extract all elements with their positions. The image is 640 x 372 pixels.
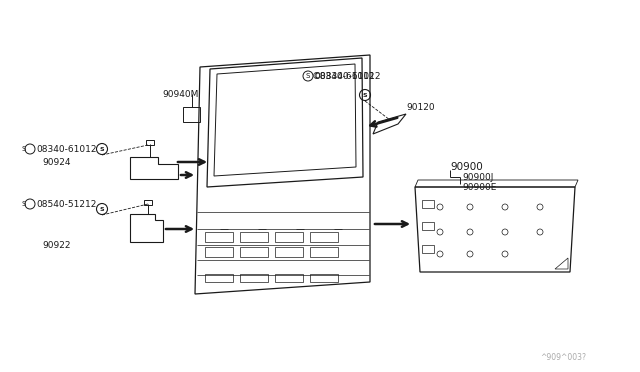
Text: 08340-61012: 08340-61012 — [314, 71, 374, 80]
Text: S: S — [363, 93, 367, 97]
Text: 08540-51212: 08540-51212 — [36, 199, 97, 208]
Text: S: S — [100, 206, 104, 212]
Bar — [205, 247, 233, 257]
Text: S: S — [306, 73, 310, 79]
Text: 90922: 90922 — [42, 241, 70, 250]
Text: 90900E: 90900E — [462, 183, 497, 192]
Bar — [275, 232, 303, 242]
Text: S: S — [22, 201, 26, 207]
Bar — [275, 247, 303, 257]
Text: S: S — [22, 146, 26, 152]
Text: ^909^003?: ^909^003? — [540, 353, 586, 362]
Bar — [144, 200, 152, 205]
Bar — [240, 247, 268, 257]
Bar — [310, 247, 338, 257]
Bar — [422, 222, 434, 230]
Text: 90924: 90924 — [42, 157, 70, 167]
Bar — [275, 274, 303, 282]
Bar — [240, 232, 268, 242]
Text: 90120: 90120 — [406, 103, 435, 112]
Text: 90900: 90900 — [450, 162, 483, 172]
Text: 08340-61012: 08340-61012 — [36, 144, 97, 154]
Bar — [310, 274, 338, 282]
Bar — [240, 274, 268, 282]
Text: 90900J: 90900J — [462, 173, 493, 182]
Text: ©08340-61012: ©08340-61012 — [312, 71, 381, 80]
Bar — [310, 232, 338, 242]
Bar — [205, 232, 233, 242]
Text: S: S — [100, 147, 104, 151]
Bar — [146, 140, 154, 145]
Bar — [422, 245, 434, 253]
Text: 90940M: 90940M — [162, 90, 198, 99]
Bar — [422, 200, 434, 208]
Bar — [205, 274, 233, 282]
